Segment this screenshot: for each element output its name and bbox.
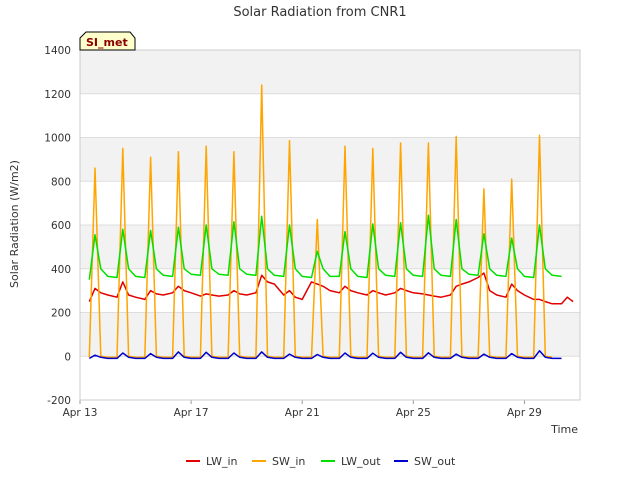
legend-label: LW_in [206, 455, 238, 468]
y-tick-label: 800 [51, 176, 71, 188]
y-tick-label: 0 [64, 351, 71, 363]
plot-band [80, 93, 580, 138]
x-tick-label: Apr 29 [507, 407, 542, 419]
series-layer [88, 84, 574, 360]
plot-band [80, 312, 580, 357]
y-tick-label: 600 [51, 220, 71, 232]
x-tick-label: Apr 21 [285, 407, 320, 419]
y-tick-label: 200 [51, 308, 71, 320]
axes: -200 0 200 400 600 800 1000 1200 1400 Apr 13 Apr 1… [44, 45, 581, 419]
x-tick-label: Apr 25 [396, 407, 431, 419]
y-tick-label: 400 [51, 264, 71, 276]
series-line-sw-in [88, 84, 553, 359]
y-tick-label: 1000 [44, 133, 71, 145]
y-axis-title: Solar Radiation (W/m2) [8, 160, 21, 288]
legend-label: SW_in [272, 455, 305, 468]
plot-band [80, 50, 580, 94]
series-line-sw-out [88, 350, 562, 360]
y-tick-label: -200 [47, 395, 71, 407]
y-tick-label: 1400 [44, 45, 71, 57]
chart-title: Solar Radiation from CNR1 [233, 5, 406, 20]
plot-band [80, 181, 580, 225]
x-tick-label: Apr 13 [63, 407, 98, 419]
y-tick-label: 1200 [44, 89, 71, 101]
site-badge: SI_met [79, 31, 136, 51]
plot-border [79, 49, 581, 401]
plot-band [80, 356, 580, 400]
badge-label: SI_met [86, 36, 128, 49]
badge-box [79, 31, 136, 51]
series-line-lw-in [88, 272, 574, 305]
legend-label: LW_out [341, 455, 381, 468]
plot-band [80, 225, 580, 269]
series-line-lw-out [88, 214, 562, 280]
legend-label: SW_out [414, 455, 456, 468]
legend: LW_in SW_in LW_out SW_out [186, 455, 456, 468]
plot-band [80, 137, 580, 182]
x-tick-label: Apr 17 [174, 407, 209, 419]
x-axis-title: Time [550, 423, 578, 436]
